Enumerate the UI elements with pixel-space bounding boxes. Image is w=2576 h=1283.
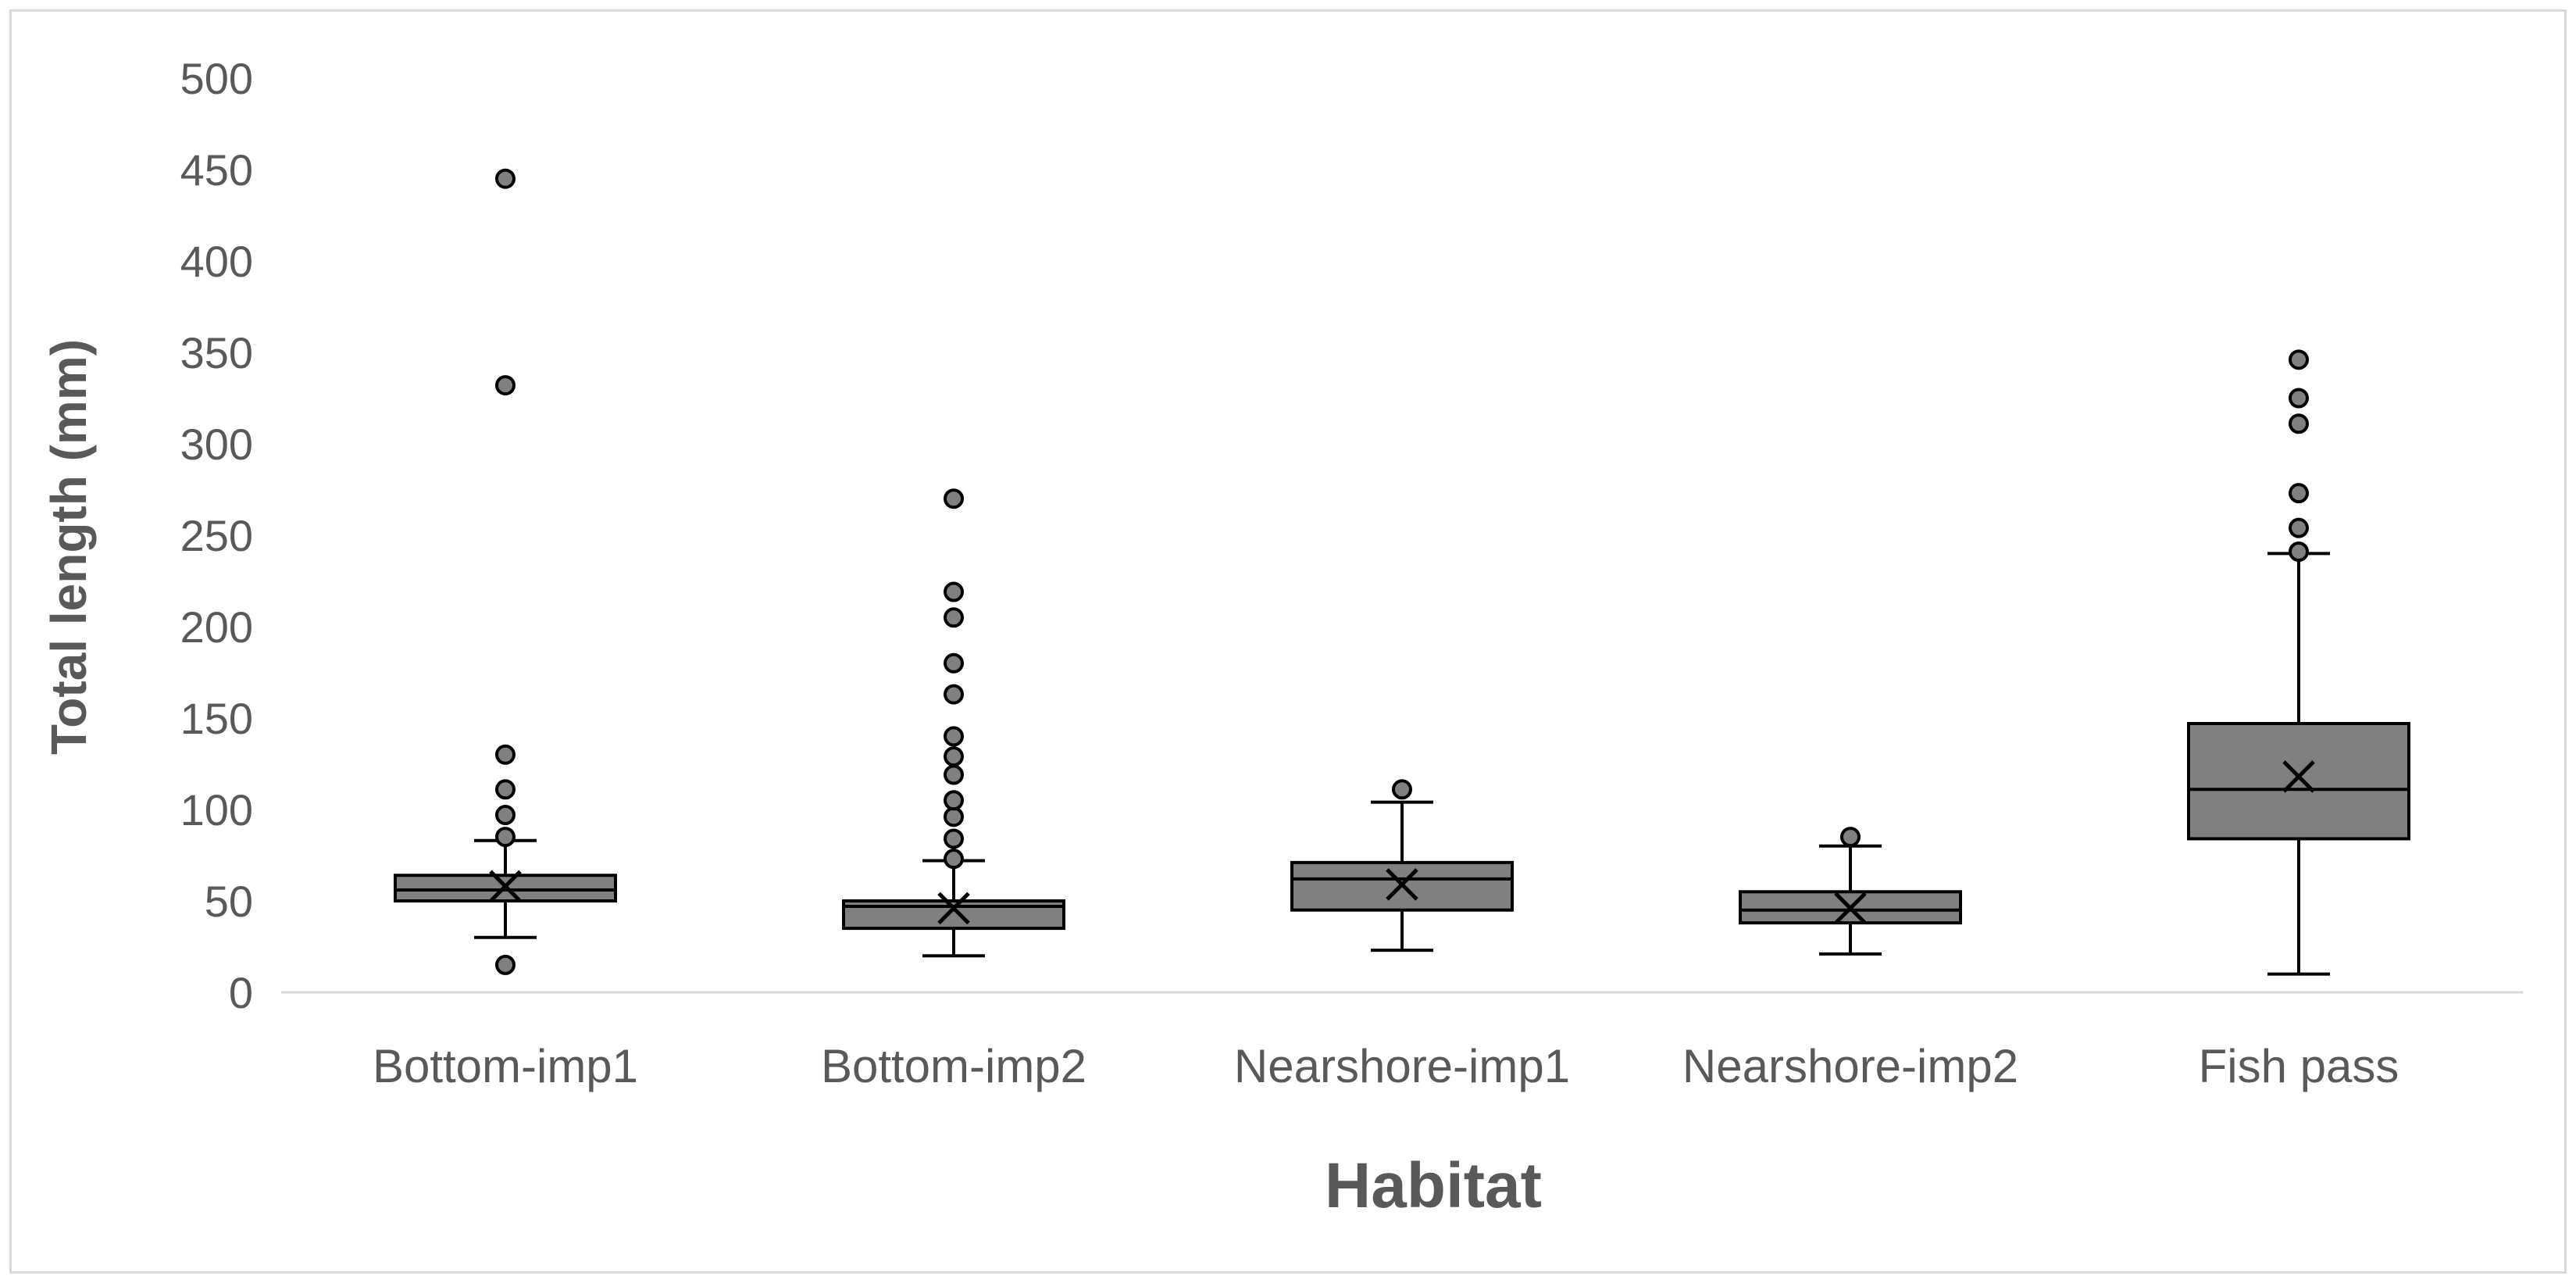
outlier-point: [495, 168, 516, 189]
y-tick-label: 200: [180, 602, 253, 652]
outlier-point: [944, 607, 964, 628]
outlier-point: [944, 849, 964, 870]
outlier-point: [944, 726, 964, 747]
x-axis-title: Habitat: [1325, 1150, 1542, 1221]
y-tick-label: 0: [229, 968, 253, 1017]
outlier-point: [2289, 388, 2309, 409]
outlier-point: [495, 779, 516, 800]
outlier-point: [944, 652, 964, 674]
outlier-point: [2289, 541, 2309, 563]
outlier-point: [944, 828, 964, 849]
mean-marker: [937, 892, 970, 925]
y-tick-label: 100: [180, 785, 253, 834]
y-tick-label: 150: [180, 694, 253, 743]
x-category-label: Bottom-imp2: [821, 1040, 1086, 1092]
outlier-point: [495, 375, 516, 396]
outlier-point: [1840, 827, 1861, 848]
box-group: [2187, 349, 2410, 976]
x-category-label: Nearshore-imp1: [1234, 1040, 1570, 1092]
outlier-point: [1392, 779, 1412, 800]
mean-marker: [489, 870, 522, 903]
outlier-point: [495, 827, 516, 848]
outlier-point: [944, 746, 964, 767]
y-tick-label: 400: [180, 237, 253, 286]
x-category-label: Nearshore-imp2: [1682, 1040, 2018, 1092]
outlier-point: [495, 954, 516, 975]
y-tick-label: 250: [180, 511, 253, 560]
outlier-point: [2289, 483, 2309, 504]
y-tick-label: 300: [180, 420, 253, 469]
mean-marker: [2282, 760, 2315, 793]
outlier-point: [944, 790, 964, 811]
outlier-point: [2289, 517, 2309, 538]
outlier-point: [944, 764, 964, 785]
box-group: [842, 488, 1065, 958]
box-iqr: [2187, 722, 2410, 841]
outlier-point: [495, 805, 516, 826]
box-iqr: [394, 874, 617, 902]
box-group: [1739, 827, 1962, 956]
y-tick-label: 500: [180, 54, 253, 103]
box-group: [394, 168, 617, 975]
y-tick-label: 50: [205, 877, 253, 926]
mean-marker: [1834, 892, 1867, 925]
outlier-point: [2289, 413, 2309, 434]
y-tick-label: 350: [180, 328, 253, 377]
box-group: [1290, 779, 1514, 952]
x-axis-category-labels: Bottom-imp1 Bottom-imp2 Nearshore-imp1 Near…: [373, 1040, 2399, 1092]
y-axis-title: Total length (mm): [41, 339, 97, 755]
x-category-label: Fish pass: [2199, 1040, 2399, 1092]
outlier-point: [495, 744, 516, 765]
outlier-point: [944, 806, 964, 827]
boxes-layer: [394, 168, 2410, 976]
chart-frame: [9, 9, 2567, 1274]
y-tick-label: 450: [180, 145, 253, 195]
outlier-point: [944, 581, 964, 602]
outlier-point: [944, 488, 964, 509]
outlier-point: [944, 684, 964, 705]
outlier-point: [2289, 349, 2309, 370]
y-axis-ticks: 0 50 100 150 200 250 300 350 400 450 500: [180, 54, 253, 1017]
x-category-label: Bottom-imp1: [373, 1040, 638, 1092]
mean-marker: [1386, 868, 1418, 901]
